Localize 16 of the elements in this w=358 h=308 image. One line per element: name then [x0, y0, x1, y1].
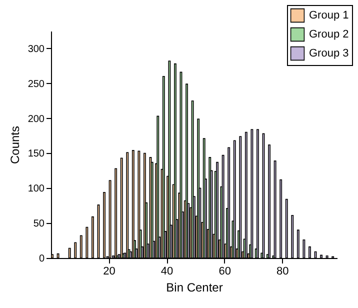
legend-label: Group 1: [309, 10, 349, 22]
x-axis-title: Bin Center: [166, 280, 223, 294]
x-tick-label: 60: [218, 266, 231, 278]
y-tick-label: 200: [28, 114, 45, 125]
y-tick-label: 50: [33, 218, 45, 230]
x-tick-label: 20: [103, 266, 116, 278]
y-axis-title: Counts: [8, 126, 22, 164]
y-tick-label: 0: [38, 254, 45, 264]
y-tick-label: 100: [28, 184, 45, 195]
legend-label: Group 2: [309, 28, 349, 40]
y-tick-label: 300: [28, 44, 45, 55]
legend-label: Group 3: [309, 48, 349, 60]
y-tick-label: 250: [28, 78, 45, 90]
x-tick-label: 80: [276, 266, 289, 278]
y-tick-label: 150: [28, 148, 45, 160]
x-tick-label: 40: [160, 266, 174, 278]
